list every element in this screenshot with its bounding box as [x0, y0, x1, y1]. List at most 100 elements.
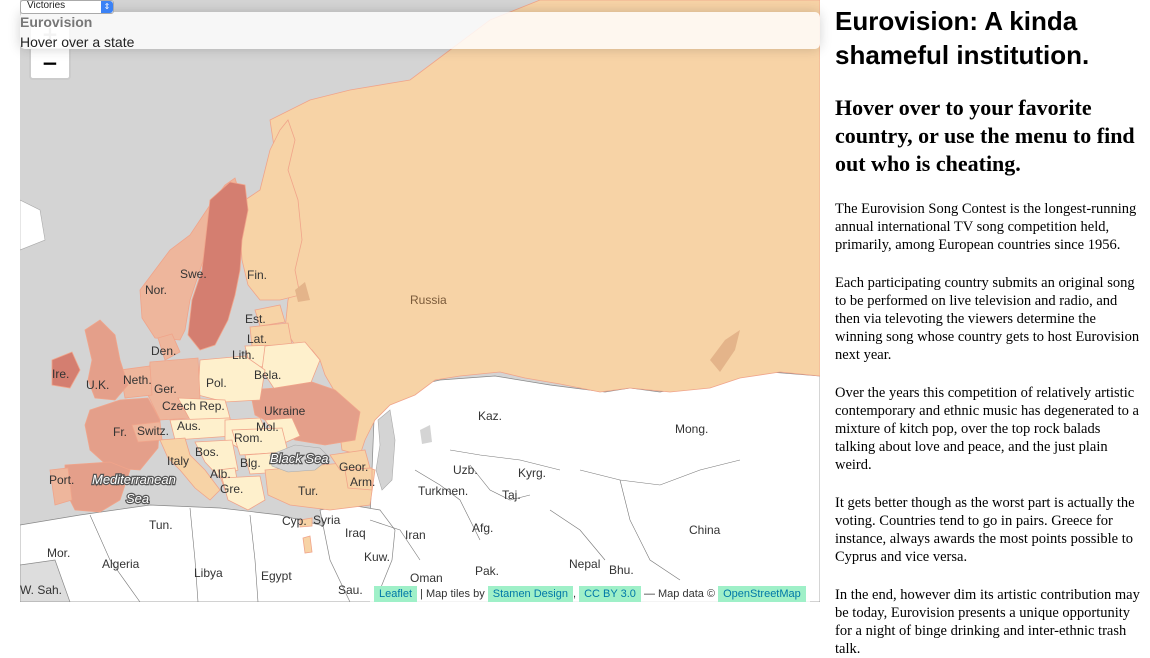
label-turkey: Tur.	[298, 484, 318, 498]
label-kyrgyzstan: Kyrg.	[518, 466, 546, 480]
article-paragraph: Each participating country submits an or…	[835, 275, 1140, 363]
label-poland: Pol.	[206, 376, 227, 390]
label-latvia: Lat.	[247, 332, 267, 346]
label-nepal: Nepal	[569, 557, 600, 571]
caspian-sea	[375, 409, 396, 491]
label-switzerland: Switz.	[137, 424, 169, 438]
country-denmark[interactable]	[157, 333, 181, 361]
country-portugal[interactable]	[49, 467, 73, 506]
label-kazakhstan: Kaz.	[478, 409, 502, 423]
label-tajikistan: Taj.	[502, 488, 521, 502]
label-finland: Fin.	[247, 268, 267, 282]
label-ireland: Ire.	[52, 367, 69, 381]
label-belarus: Bela.	[254, 368, 281, 382]
label-mediterranean: Mediterranean	[92, 472, 176, 487]
label-romania: Rom.	[234, 431, 263, 445]
info-panel: Eurovision Hover over a state	[20, 12, 820, 50]
country-finland[interactable]	[239, 119, 303, 301]
country-cyprus[interactable]	[299, 517, 313, 528]
country-uk[interactable]	[84, 319, 129, 401]
country-france[interactable]	[84, 397, 161, 471]
label-saudi: Sau.	[338, 583, 363, 597]
non-member-countries	[20, 371, 820, 602]
info-title: Eurovision	[20, 14, 93, 30]
page-title: Eurovision: A kinda shameful institution…	[835, 6, 1090, 70]
label-norway: Nor.	[145, 283, 167, 297]
label-cyprus: Cyp.	[282, 514, 307, 528]
metric-select-value: Victories	[27, 0, 66, 11]
label-georgia: Geor.	[339, 460, 368, 474]
asia-borders	[89, 449, 741, 602]
lake-baikal	[710, 330, 740, 372]
label-moldova: Mol.	[256, 420, 279, 434]
country-israel[interactable]	[302, 535, 313, 554]
leaflet-link[interactable]: Leaflet	[374, 586, 418, 602]
country-italy[interactable]	[159, 437, 221, 501]
middle-east-region[interactable]	[319, 504, 396, 602]
label-bulgaria: Blg.	[240, 456, 261, 470]
label-iraq: Iraq	[345, 526, 366, 540]
choropleth-map[interactable]: Nor. Swe. Fin. Russia Est. Lat. Lith. Be…	[20, 0, 820, 602]
attribution-tiles-prefix: | Map tiles by	[420, 588, 485, 600]
label-pakistan: Pak.	[475, 564, 499, 578]
label-bhutan: Bhu.	[609, 563, 634, 577]
label-albania: Alb.	[210, 467, 231, 481]
label-kuwait: Kuw.	[364, 550, 390, 564]
black-sea	[269, 444, 331, 473]
label-greece: Gre.	[220, 482, 243, 496]
label-black-sea: Black Sea	[270, 451, 329, 466]
label-china: China	[689, 523, 721, 537]
map-attribution: Leaflet | Map tiles by Stamen Design, CC…	[370, 586, 810, 602]
label-mediterranean-sea: Sea	[126, 491, 149, 506]
label-armenia: Arm.	[350, 475, 375, 489]
country-sweden[interactable]	[187, 181, 249, 351]
label-sweden: Swe.	[180, 267, 207, 281]
label-libya: Libya	[194, 566, 223, 580]
label-portugal: Port.	[49, 473, 74, 487]
country-ireland[interactable]	[51, 351, 81, 389]
license-link[interactable]: CC BY 3.0	[579, 586, 641, 602]
label-syria: Syria	[313, 513, 341, 527]
attribution-data-prefix: — Map data ©	[643, 588, 716, 600]
label-turkmenistan: Turkmen.	[418, 484, 468, 498]
country-greece[interactable]	[221, 475, 266, 511]
label-algeria: Algeria	[102, 557, 140, 571]
article: Eurovision: A kinda shameful institution…	[835, 0, 1140, 658]
label-mongolia: Mong.	[675, 422, 708, 436]
label-france: Fr.	[113, 425, 127, 439]
lake-ladoga	[295, 282, 310, 302]
label-netherlands: Neth.	[123, 373, 152, 387]
attribution-separator: ,	[572, 588, 577, 600]
label-estonia: Est.	[245, 312, 266, 326]
map-labels: Nor. Swe. Fin. Russia Est. Lat. Lith. Be…	[20, 267, 721, 597]
label-lithuania: Lith.	[232, 348, 255, 362]
select-arrow-icon: ⇕	[101, 1, 113, 13]
label-uk: U.K.	[86, 378, 109, 392]
article-paragraph: It gets better though as the worst part …	[835, 495, 1135, 565]
page-subtitle: Hover over to your favorite country, or …	[835, 95, 1135, 176]
label-uzbekistan: Uzb.	[453, 463, 478, 477]
map[interactable]: Nor. Swe. Fin. Russia Est. Lat. Lith. Be…	[20, 0, 820, 602]
label-egypt: Egypt	[261, 569, 292, 583]
stamen-link[interactable]: Stamen Design	[487, 586, 573, 602]
label-ukraine: Ukraine	[264, 404, 306, 418]
label-iran: Iran	[405, 528, 426, 542]
label-tunisia: Tun.	[149, 518, 173, 532]
label-morocco: Mor.	[47, 546, 70, 560]
article-paragraph: The Eurovision Song Contest is the longe…	[835, 201, 1137, 253]
info-hint: Hover over a state	[20, 34, 135, 50]
zoom-out-button[interactable]: −	[41, 51, 59, 75]
label-germany: Ger.	[154, 382, 177, 396]
western-sahara-region	[20, 559, 71, 602]
label-oman: Oman	[410, 571, 443, 585]
label-russia: Russia	[410, 293, 447, 307]
metric-select[interactable]: Victories ⇕	[20, 0, 114, 14]
country-estonia[interactable]	[254, 304, 286, 327]
label-italy: Italy	[167, 454, 189, 468]
country-armenia[interactable]	[344, 467, 373, 491]
country-iceland	[20, 199, 46, 251]
osm-link[interactable]: OpenStreetMap	[718, 586, 806, 602]
label-denmark: Den.	[151, 344, 176, 358]
label-bosnia: Bos.	[195, 445, 219, 459]
article-paragraph: In the end, however dim its artistic con…	[835, 587, 1140, 657]
